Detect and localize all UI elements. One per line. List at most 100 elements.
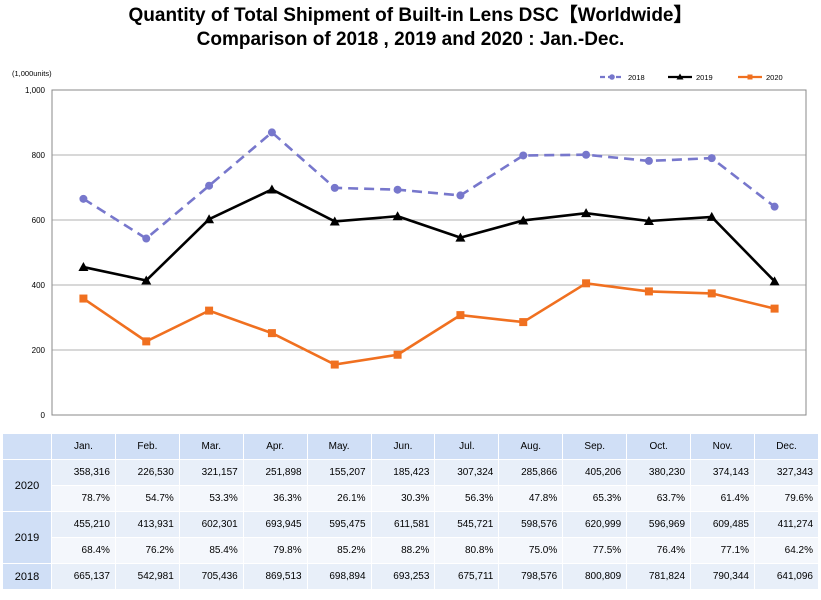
month-header: Apr. xyxy=(242,433,308,460)
data-point-2020 xyxy=(456,311,465,320)
percent-cell: 88.2% xyxy=(370,537,436,564)
data-point-2019 xyxy=(329,216,340,226)
shipment-value-cell: 693,253 xyxy=(370,563,436,590)
data-point-2018 xyxy=(707,154,716,163)
legend-label: 2019 xyxy=(696,73,713,82)
data-point-2018 xyxy=(456,191,465,200)
shipment-value-cell: 542,981 xyxy=(114,563,180,590)
data-point-2020 xyxy=(644,287,653,296)
y-tick-label: 1,000 xyxy=(25,86,46,95)
month-header: Aug. xyxy=(498,433,564,460)
month-header: Nov. xyxy=(690,433,755,460)
chart-title-line1: Quantity of Total Shipment of Built-in L… xyxy=(128,5,693,26)
percent-cell: 75.0% xyxy=(498,537,564,564)
percent-cell: 30.3% xyxy=(370,485,436,512)
year-label: 2019 xyxy=(2,511,52,564)
chart-title-line2: Comparison of 2018 , 2019 and 2020 : Jan… xyxy=(196,29,625,50)
percent-cell: 78.7% xyxy=(51,485,116,512)
shipment-value-cell: 798,576 xyxy=(498,563,564,590)
y-tick-label: 0 xyxy=(41,411,46,420)
table-row-percent: 68.4% 76.2% 85.4% 79.8% 85.2% 88.2% 80.8% 75.0%… xyxy=(3,537,820,564)
data-point-2020 xyxy=(142,337,151,346)
data-point-2018 xyxy=(330,183,339,192)
series-line-2020 xyxy=(82,281,775,366)
data-point-2018 xyxy=(519,151,528,160)
shipment-value-cell: 327,343 xyxy=(753,459,820,486)
shipment-value-cell: 226,530 xyxy=(114,459,180,486)
shipment-value-cell: 251,898 xyxy=(242,459,308,486)
percent-cell: 56.3% xyxy=(434,485,500,512)
shipment-value-cell: 693,945 xyxy=(242,511,308,538)
month-header: Dec. xyxy=(753,433,820,460)
percent-cell: 64.2% xyxy=(753,537,820,564)
data-point-2019 xyxy=(581,208,592,218)
y-unit-label: (1,000units) xyxy=(12,69,52,78)
chart-title: Quantity of Total Shipment of Built-in L… xyxy=(0,4,821,52)
data-point-2020 xyxy=(267,329,276,338)
y-tick-label: 400 xyxy=(32,281,46,290)
percent-cell: 26.1% xyxy=(306,485,372,512)
shipment-value-cell: 155,207 xyxy=(306,459,372,486)
month-header: Sep. xyxy=(562,433,628,460)
table-row-percent: 78.7% 54.7% 53.3% 36.3% 26.1% 30.3% 56.3% 47.8%… xyxy=(3,485,820,512)
shipment-value-cell: 374,143 xyxy=(690,459,755,486)
data-point-2020 xyxy=(770,304,779,313)
legend-label: 2020 xyxy=(766,73,783,82)
month-header: Feb. xyxy=(114,433,180,460)
legend-marker-2019 xyxy=(676,73,684,80)
shipment-value-cell: 405,206 xyxy=(562,459,628,486)
y-tick-label: 800 xyxy=(32,151,46,160)
percent-cell: 85.2% xyxy=(306,537,372,564)
percent-cell: 61.4% xyxy=(690,485,755,512)
percent-cell: 76.4% xyxy=(626,537,692,564)
legend-marker-2020 xyxy=(747,74,753,80)
shipment-value-cell: 609,485 xyxy=(690,511,755,538)
shipment-value-cell: 665,137 xyxy=(51,563,116,590)
percent-cell: 80.8% xyxy=(434,537,500,564)
data-point-2019 xyxy=(78,262,89,272)
percent-cell: 77.5% xyxy=(562,537,628,564)
shipment-value-cell: 675,711 xyxy=(434,563,500,590)
data-point-2020 xyxy=(519,318,528,327)
shipment-value-cell: 411,274 xyxy=(753,511,820,538)
percent-cell: 68.4% xyxy=(51,537,116,564)
month-header: Jul. xyxy=(434,433,500,460)
shipment-value-cell: 790,344 xyxy=(690,563,755,590)
shipment-value-cell: 595,475 xyxy=(306,511,372,538)
data-point-2019 xyxy=(392,211,403,221)
year-label: 2020 xyxy=(2,459,52,512)
data-point-2018 xyxy=(770,202,779,211)
percent-cell: 76.2% xyxy=(114,537,180,564)
data-point-2018 xyxy=(205,181,214,190)
percent-cell: 77.1% xyxy=(690,537,755,564)
data-table: Jan. Feb. Mar. Apr. May. Jun. Jul. Aug. Sep. Oct.… xyxy=(2,433,820,590)
shipment-value-cell: 413,931 xyxy=(114,511,180,538)
data-point-2018 xyxy=(644,156,653,165)
legend-marker-2018 xyxy=(609,74,615,80)
percent-cell: 65.3% xyxy=(562,485,628,512)
month-header: Jun. xyxy=(370,433,436,460)
shipment-value-cell: 641,096 xyxy=(753,563,820,590)
shipment-value-cell: 781,824 xyxy=(626,563,692,590)
shipment-value-cell: 602,301 xyxy=(178,511,244,538)
percent-cell: 47.8% xyxy=(498,485,564,512)
percent-cell: 79.6% xyxy=(753,485,820,512)
data-point-2018 xyxy=(267,128,276,137)
month-header: Mar. xyxy=(178,433,244,460)
shipment-value-cell: 705,436 xyxy=(178,563,244,590)
shipment-value-cell: 545,721 xyxy=(434,511,500,538)
percent-cell: 36.3% xyxy=(242,485,308,512)
month-header: Oct. xyxy=(626,433,692,460)
shipment-value-cell: 380,230 xyxy=(626,459,692,486)
shipment-value-cell: 800,809 xyxy=(562,563,628,590)
shipment-value-cell: 358,316 xyxy=(51,459,116,486)
data-point-2019 xyxy=(518,215,529,225)
table-row: 2019 455,210 413,931 602,301 693,945 595,475 6… xyxy=(2,511,820,564)
series-line-2019 xyxy=(83,188,776,283)
percent-cell: 79.8% xyxy=(242,537,308,564)
data-point-2018 xyxy=(393,185,402,194)
percent-cell: 53.3% xyxy=(178,485,244,512)
shipment-value-cell: 611,581 xyxy=(370,511,436,538)
legend-label: 2018 xyxy=(628,73,645,82)
data-point-2020 xyxy=(205,306,214,315)
